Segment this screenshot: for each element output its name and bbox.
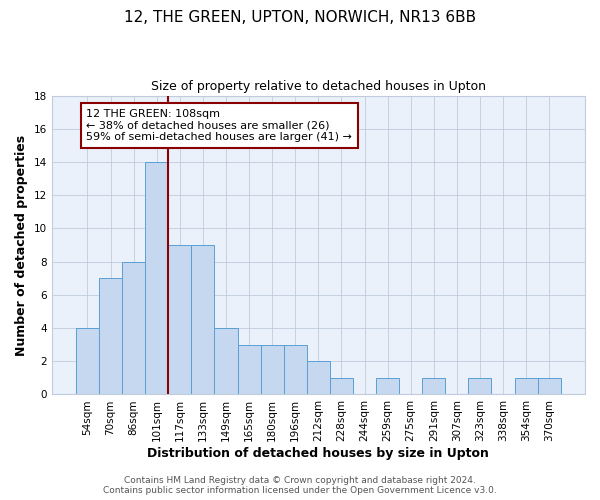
- Bar: [422, 378, 445, 394]
- Bar: [122, 262, 145, 394]
- Bar: [260, 344, 284, 395]
- Text: Contains HM Land Registry data © Crown copyright and database right 2024.
Contai: Contains HM Land Registry data © Crown c…: [103, 476, 497, 495]
- Title: Size of property relative to detached houses in Upton: Size of property relative to detached ho…: [151, 80, 486, 93]
- Bar: [238, 344, 260, 395]
- Bar: [99, 278, 122, 394]
- Bar: [145, 162, 168, 394]
- Bar: [168, 245, 191, 394]
- Bar: [76, 328, 99, 394]
- Bar: [515, 378, 538, 394]
- Y-axis label: Number of detached properties: Number of detached properties: [15, 134, 28, 356]
- X-axis label: Distribution of detached houses by size in Upton: Distribution of detached houses by size …: [148, 447, 489, 460]
- Bar: [469, 378, 491, 394]
- Bar: [214, 328, 238, 394]
- Bar: [284, 344, 307, 395]
- Bar: [307, 361, 330, 394]
- Bar: [376, 378, 399, 394]
- Bar: [191, 245, 214, 394]
- Text: 12, THE GREEN, UPTON, NORWICH, NR13 6BB: 12, THE GREEN, UPTON, NORWICH, NR13 6BB: [124, 10, 476, 25]
- Text: 12 THE GREEN: 108sqm
← 38% of detached houses are smaller (26)
59% of semi-detac: 12 THE GREEN: 108sqm ← 38% of detached h…: [86, 109, 352, 142]
- Bar: [538, 378, 561, 394]
- Bar: [330, 378, 353, 394]
